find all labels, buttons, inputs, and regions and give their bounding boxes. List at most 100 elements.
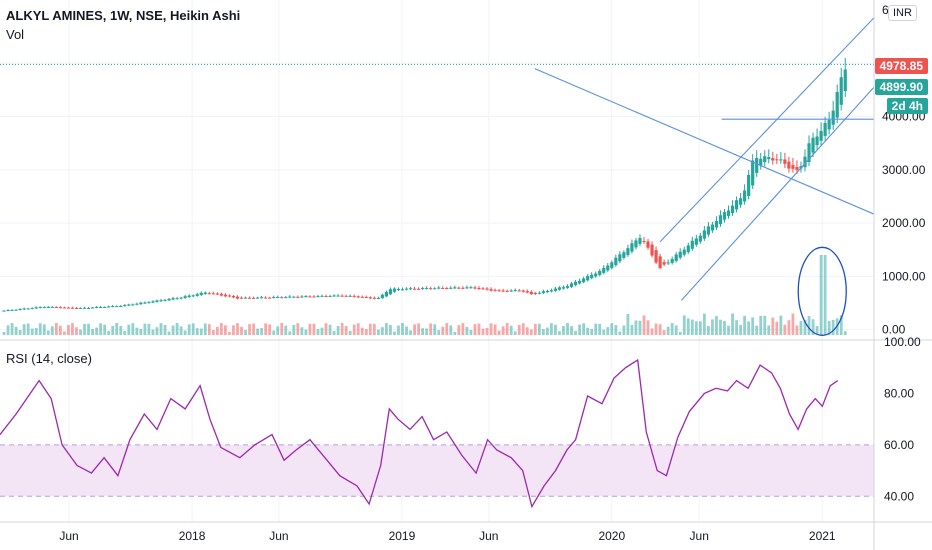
candle-body — [147, 302, 151, 304]
candle-body — [392, 288, 397, 292]
candle-body — [666, 262, 670, 264]
volume-bar — [320, 327, 324, 335]
candle-body — [155, 300, 159, 302]
volume-bar — [525, 327, 529, 335]
candle-body — [207, 293, 211, 295]
volume-bar — [707, 326, 710, 335]
volume-bar — [562, 325, 565, 335]
candle-body — [99, 306, 103, 308]
volume-bar — [300, 327, 304, 335]
volume-bar — [678, 331, 682, 335]
volume-bar — [167, 331, 171, 335]
candle-body — [328, 296, 332, 298]
volume-bar — [626, 313, 630, 335]
rsi-axis-ticks: 40.00 60.00 80.00 100.00 — [884, 335, 921, 503]
candle-body — [292, 296, 296, 298]
candle-body — [614, 257, 618, 266]
candle-body — [115, 306, 119, 308]
candle-body — [111, 305, 115, 307]
candle-body — [316, 295, 320, 297]
volume-bar — [107, 331, 111, 335]
time-tick-label: 2021 — [809, 529, 836, 543]
rsi-line — [0, 358, 839, 509]
candle-body — [34, 307, 38, 309]
candle-body — [602, 267, 606, 273]
volume-bar — [662, 330, 666, 335]
candle-body — [501, 290, 505, 292]
candle-body — [151, 301, 155, 303]
volume-bar — [767, 325, 771, 335]
candle-body — [268, 297, 272, 299]
volume-bar — [332, 331, 336, 335]
candle-body — [529, 291, 533, 295]
volume-bar — [127, 324, 131, 335]
volume-bar — [606, 327, 610, 335]
candle-body — [123, 305, 127, 307]
trend-drawings[interactable] — [534, 15, 877, 336]
volume-bar — [143, 323, 147, 335]
volume-bar — [304, 329, 308, 335]
candle-body — [82, 307, 87, 309]
volume-bar — [26, 323, 30, 335]
candle-body — [553, 288, 558, 291]
candle-body — [332, 295, 336, 297]
candle-body — [179, 297, 183, 299]
volume-bar — [827, 321, 831, 335]
candle-body — [654, 250, 658, 263]
close-price-tag: 4899.90 — [874, 79, 928, 95]
volume-bar — [586, 327, 590, 335]
volume-bar — [368, 323, 372, 335]
volume-bar — [79, 329, 82, 335]
candle-body — [280, 297, 284, 299]
volume-bar — [743, 315, 747, 335]
volume-bar — [751, 317, 755, 335]
candle-body — [296, 296, 300, 298]
volume-bar — [30, 328, 34, 335]
volume-bar — [702, 313, 706, 335]
candle-body — [771, 158, 775, 161]
volume-bar — [191, 323, 195, 335]
candle-body — [743, 190, 747, 202]
candle-body — [78, 307, 83, 309]
volume-bar — [203, 323, 207, 335]
candle-body — [276, 296, 280, 298]
candle-body — [437, 287, 441, 289]
candle-body — [388, 289, 393, 295]
candle-body — [457, 287, 461, 289]
volume-bar — [58, 325, 62, 335]
volume-bar — [46, 330, 50, 335]
volume-bar — [795, 325, 799, 335]
volume-bar — [429, 323, 433, 335]
last-price-tag: 4978.85 — [874, 58, 928, 74]
candle-body — [400, 289, 405, 291]
candle-body — [324, 296, 328, 298]
volume-bar — [236, 323, 239, 335]
currency-button[interactable]: INR — [888, 5, 917, 21]
volume-bar — [658, 324, 662, 335]
candle-body — [376, 297, 380, 299]
candle-body — [517, 290, 521, 292]
volume-bar — [103, 324, 107, 335]
candle-body — [429, 288, 433, 290]
candle-body — [62, 307, 66, 309]
volume-bar — [372, 323, 376, 335]
candle-body — [489, 289, 493, 291]
volume-label: Vol — [6, 27, 25, 42]
volume-bar — [42, 324, 46, 335]
volume-bar — [385, 323, 388, 335]
candle-body — [831, 110, 835, 125]
volume-bar — [187, 324, 191, 335]
candle-body — [50, 306, 54, 308]
volume-bar — [497, 330, 501, 335]
candle-body — [18, 308, 22, 310]
volume-bar — [598, 323, 602, 335]
volume-bar — [18, 329, 22, 335]
volume-bar — [316, 329, 320, 335]
candle-body — [131, 304, 135, 306]
candle-body — [163, 299, 167, 301]
volume-bar — [461, 323, 465, 335]
candle-body — [90, 307, 95, 309]
candle-body — [30, 308, 34, 310]
